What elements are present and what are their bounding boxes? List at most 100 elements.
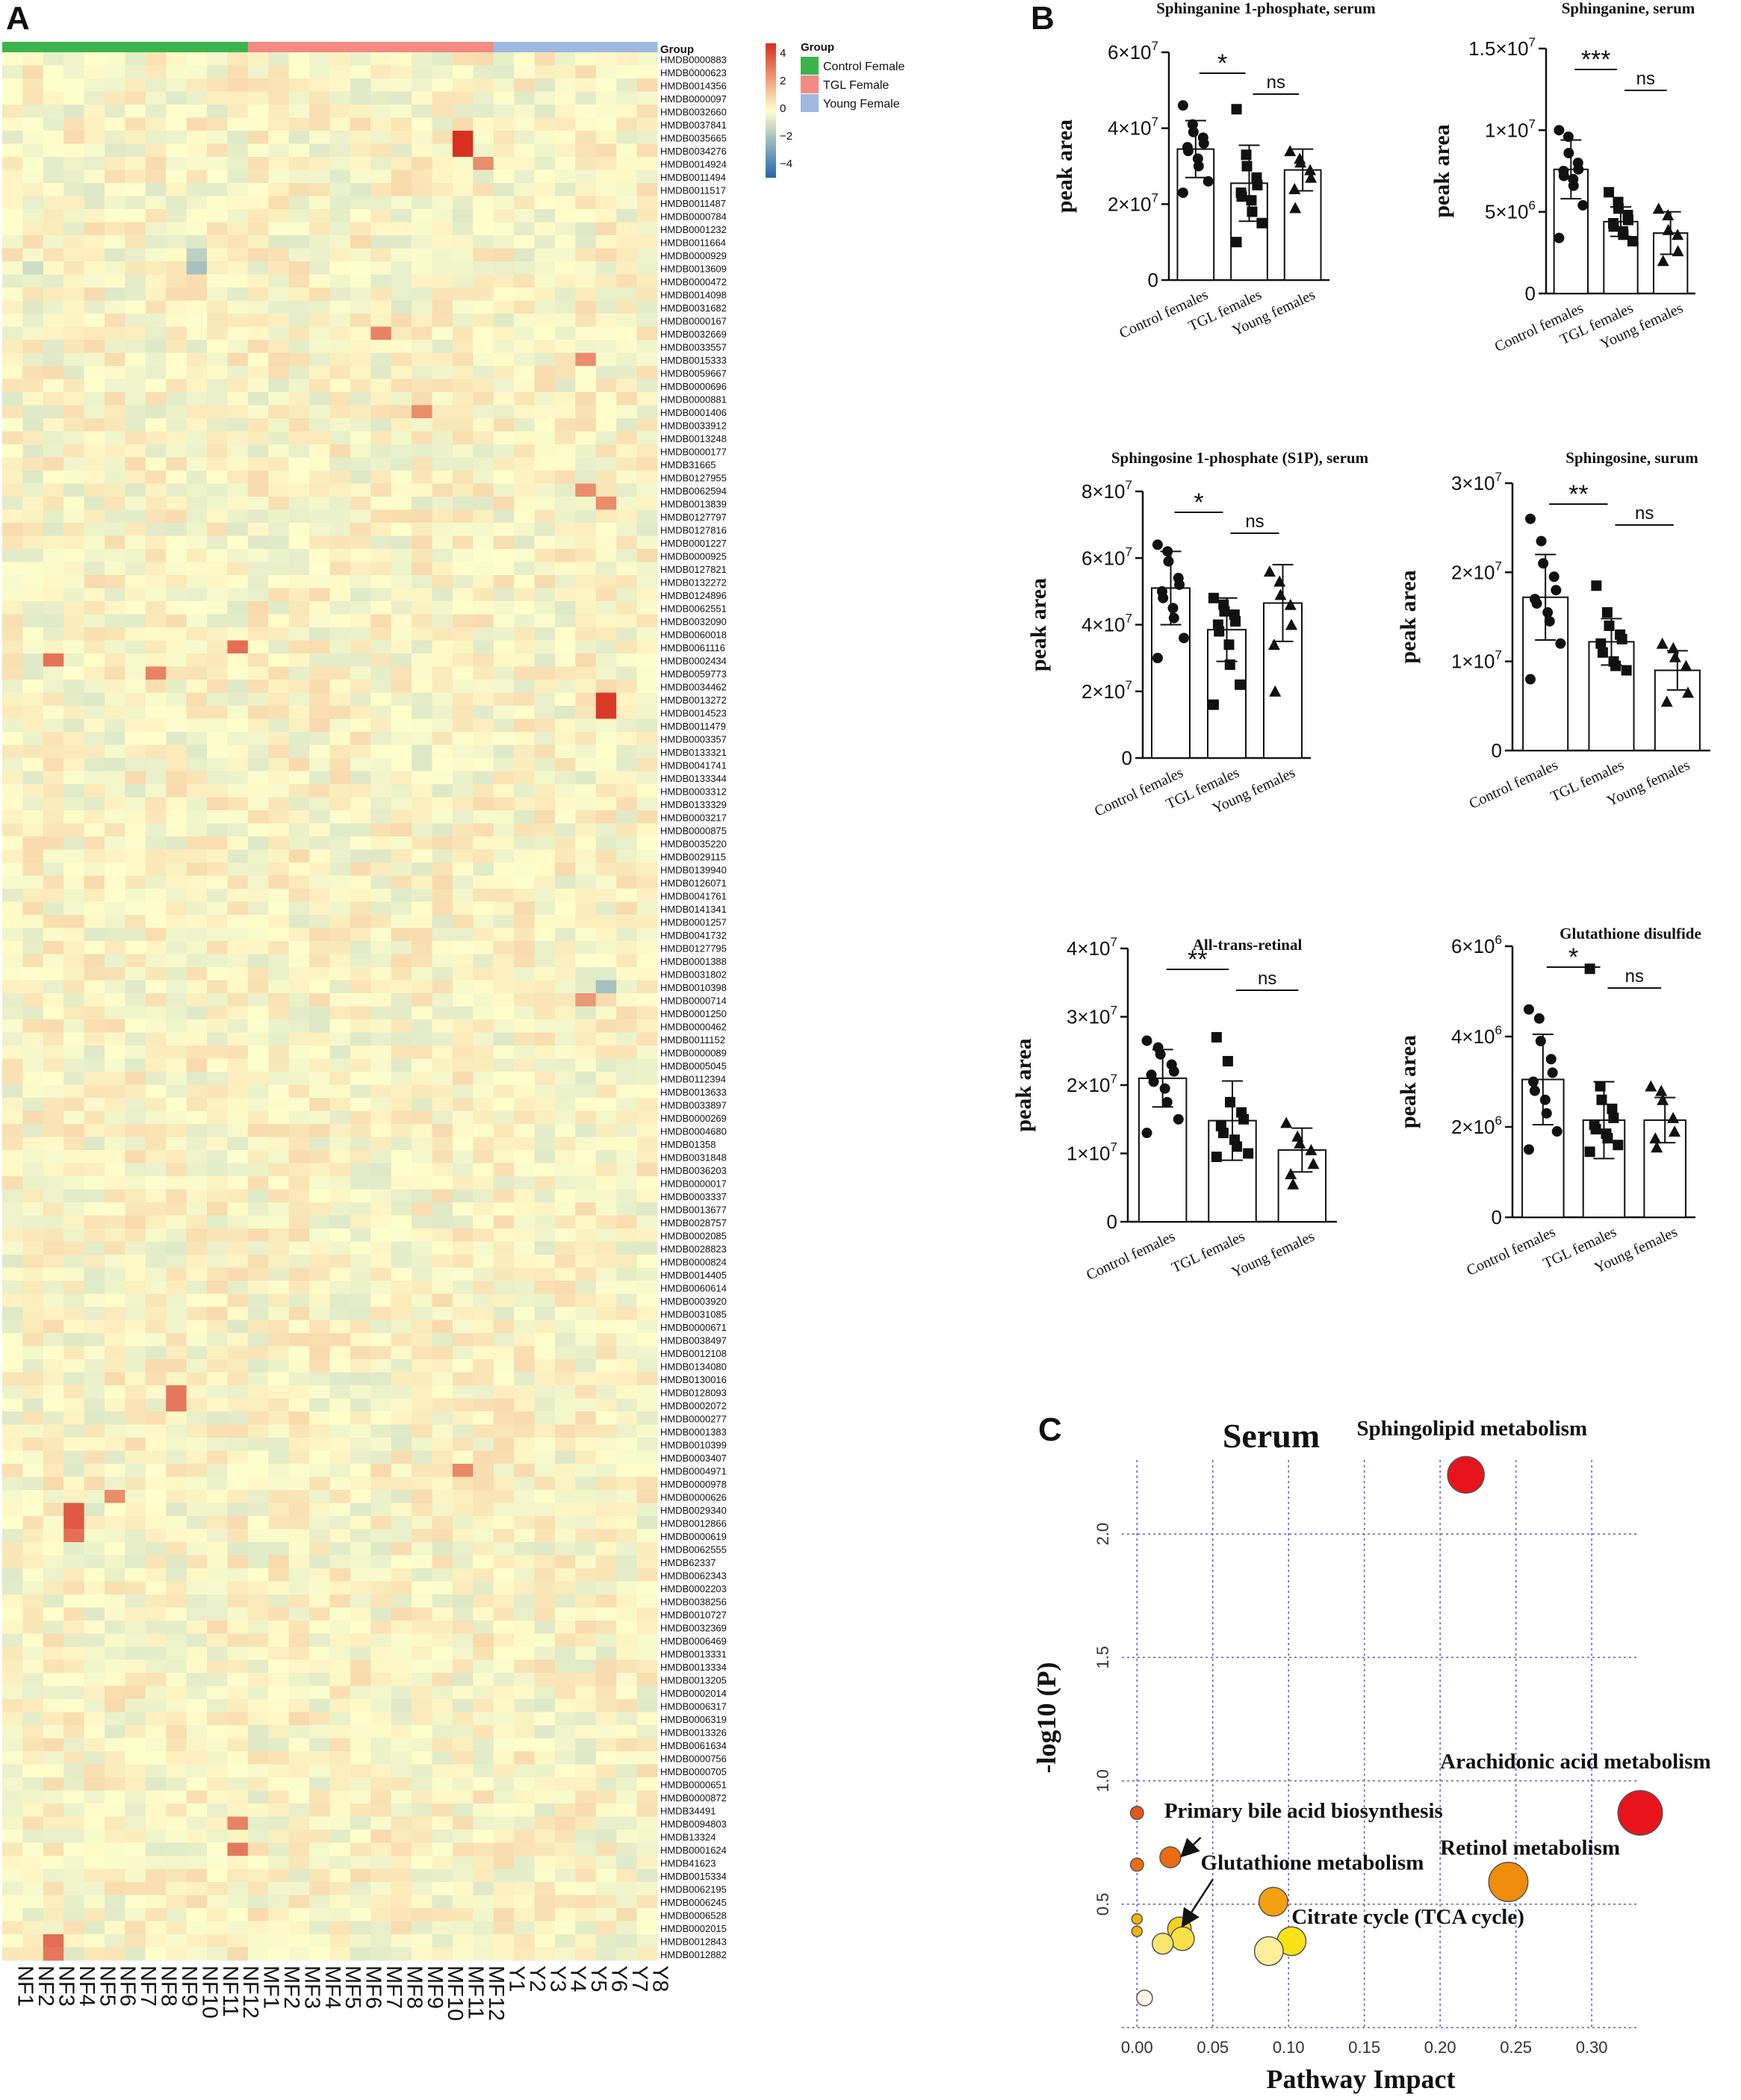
heatmap-cell — [309, 52, 330, 66]
data-point — [1241, 161, 1253, 172]
heatmap-cell — [145, 143, 167, 158]
heatmap-cell — [63, 105, 85, 118]
bar-chart-title: Sphinganine, serum — [1562, 0, 1695, 17]
heatmap-cell — [125, 131, 146, 144]
heatmap-cell — [166, 143, 187, 158]
heatmap-cell — [534, 131, 556, 144]
heatmap-cell — [473, 117, 494, 131]
data-point — [1177, 187, 1188, 199]
group-bar-cell — [514, 42, 536, 52]
heatmap-cell — [145, 91, 167, 105]
heatmap-cell — [473, 143, 494, 158]
heatmap-cell — [288, 65, 310, 79]
heatmap-cell — [595, 131, 617, 144]
heatmap-cell — [207, 105, 228, 118]
heatmap-cell — [2, 157, 23, 170]
heatmap-cell — [247, 117, 269, 131]
heatmap-cell — [207, 91, 228, 105]
group-bar-cell — [63, 42, 85, 52]
heatmap-cell — [554, 105, 576, 118]
heatmap-cell — [350, 52, 371, 66]
data-point — [1577, 199, 1589, 211]
group-bar-cell — [473, 42, 494, 52]
heatmap-cell — [350, 91, 371, 105]
heatmap-cell — [288, 78, 310, 92]
heatmap-cell — [493, 105, 515, 118]
heatmap-cell — [105, 52, 125, 66]
y-axis-label: peak area — [1430, 124, 1454, 217]
heatmap-cell — [391, 170, 412, 184]
heatmap-cell — [22, 143, 44, 158]
heatmap-cell — [370, 170, 392, 184]
heatmap-cell — [145, 157, 167, 170]
heatmap-cell — [22, 105, 44, 118]
heatmap-cell — [391, 52, 412, 66]
heatmap-cell — [595, 143, 617, 158]
data-point — [1573, 164, 1584, 175]
heatmap-cell — [432, 52, 453, 66]
heatmap-cell — [370, 78, 392, 92]
heatmap-cell — [370, 105, 392, 118]
y-tick-label: 4×107 — [1108, 115, 1158, 140]
heatmap-cell — [22, 117, 44, 131]
heatmap-cell — [616, 131, 638, 144]
heatmap-cell — [288, 143, 310, 158]
group-bar-cell — [370, 42, 392, 52]
heatmap-cell — [309, 65, 330, 79]
heatmap-cell — [329, 105, 351, 118]
heatmap-cell — [84, 91, 105, 105]
heatmap-cell — [350, 170, 371, 184]
heatmap-cell — [534, 65, 556, 79]
heatmap-cell — [412, 131, 433, 144]
group-bar-cell — [452, 42, 474, 52]
heatmap-cell — [575, 131, 597, 144]
heatmap-cell — [186, 65, 208, 79]
heatmap-cell — [166, 91, 187, 105]
heatmap-cell — [412, 52, 433, 66]
heatmap-cell — [63, 65, 85, 79]
group-bar-cell — [309, 42, 331, 52]
heatmap-cell — [207, 170, 228, 184]
group-bar-cell — [22, 42, 44, 52]
group-bar-cell — [554, 42, 576, 52]
heatmap-cell — [207, 52, 228, 66]
heatmap-cell — [43, 105, 64, 118]
heatmap-cell — [186, 105, 208, 118]
heatmap-cell — [186, 131, 208, 144]
heatmap-cell — [268, 105, 290, 118]
heatmap-cell — [186, 157, 208, 170]
heatmap-cell — [268, 65, 290, 79]
heatmap-cell — [309, 117, 330, 131]
heatmap-cell — [636, 117, 658, 131]
heatmap-cell — [534, 52, 556, 66]
heatmap-cell — [309, 143, 330, 158]
heatmap-cell — [432, 143, 453, 158]
y-tick-label: 2×107 — [1108, 190, 1158, 215]
heatmap-cell — [452, 78, 474, 92]
heatmap-cell — [247, 170, 269, 184]
group-bar-cell — [350, 42, 371, 52]
heatmap-cell — [186, 91, 208, 105]
heatmap-cell — [247, 65, 269, 79]
heatmap-cell — [22, 78, 44, 92]
data-point — [1284, 145, 1297, 157]
group-bar-cell — [391, 42, 412, 52]
heatmap-cell — [412, 78, 433, 92]
data-point — [1246, 195, 1257, 206]
heatmap-cell — [227, 65, 249, 79]
heatmap-cell — [412, 157, 433, 170]
heatmap-cell — [493, 143, 515, 158]
heatmap-cell — [595, 91, 617, 105]
panel-label-a: A — [6, 0, 30, 37]
heatmap-cell — [370, 91, 392, 105]
heatmap-cell — [329, 143, 351, 158]
heatmap-cell — [616, 91, 638, 105]
heatmap-cell — [473, 91, 494, 105]
heatmap-cell — [268, 117, 290, 131]
heatmap-cell — [105, 105, 125, 118]
data-point — [1568, 180, 1579, 191]
heatmap-cell — [575, 91, 597, 105]
heatmap-cell — [247, 157, 269, 170]
heatmap-cell — [166, 105, 187, 118]
heatmap-cell — [514, 143, 536, 158]
